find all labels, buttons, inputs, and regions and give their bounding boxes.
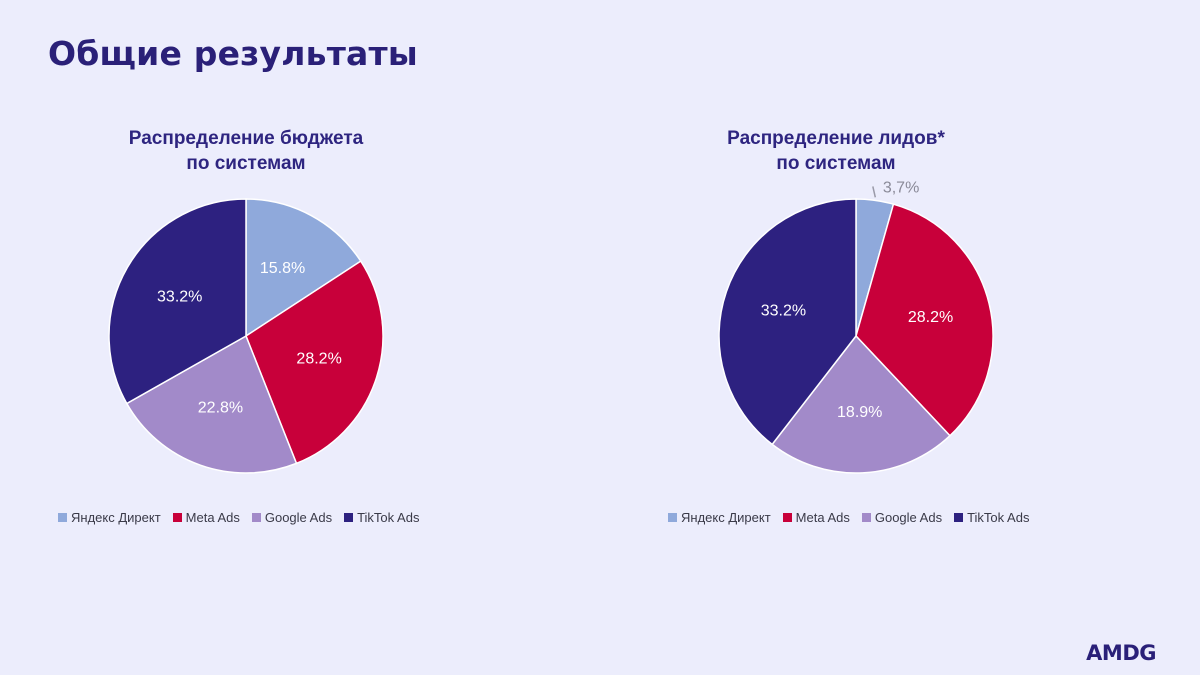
leads-chart-legend: Яндекс Директ Meta Ads Google Ads TikTok Ad… (668, 510, 1029, 525)
budget-slice-yandex-direct (245, 198, 362, 338)
leads-label-meta-ads: 28.2% (908, 309, 953, 326)
leads-chart-title-line-2: по системам (776, 153, 896, 174)
budget-chart-legend: Яндекс Директ Meta Ads Google Ads TikTok Ad… (58, 510, 419, 525)
leads-legend-label-google-ads: Google Ads (874, 510, 943, 525)
budget-slice-google-ads (125, 334, 298, 474)
leads-chart-title-line-1: Распределение лидов* (727, 128, 945, 149)
leads-legend-item-yandex-direct: Яндекс Директ (668, 510, 771, 525)
leads-legend-swatch-tiktok-ads (954, 513, 964, 522)
budget-legend-swatch-tiktok-ads (344, 513, 354, 522)
leads-slice-meta-ads (855, 203, 994, 437)
budget-label-yandex-direct: 15.8% (260, 260, 305, 277)
budget-label-meta-ads: 28.2% (296, 350, 341, 367)
leads-legend-swatch-yandex-direct (668, 513, 677, 522)
budget-label-google-ads: 22.8% (198, 400, 243, 417)
leads-slice-tiktok-ads (718, 198, 857, 446)
leads-label-google-ads: 18.9% (837, 404, 882, 421)
budget-legend-label-meta-ads: Meta Ads (185, 510, 240, 525)
leads-legend-item-meta-ads: Meta Ads (782, 510, 850, 525)
budget-chart-title-line-2: по системам (186, 153, 306, 174)
budget-legend-item-tiktok-ads: TikTok Ads (344, 510, 419, 525)
amdg-logo: AMDG (1086, 641, 1156, 665)
budget-legend-label-google-ads: Google Ads (264, 510, 333, 525)
leads-legend-label-yandex-direct: Яндекс Директ (681, 510, 771, 525)
budget-slice-meta-ads (245, 260, 384, 465)
leads-leader-line-yandex-direct (872, 186, 877, 198)
budget-label-tiktok-ads: 33.2% (157, 289, 202, 306)
budget-legend-item-yandex-direct: Яндекс Директ (58, 510, 161, 525)
budget-chart-title: Распределение бюджета по системам (96, 126, 396, 176)
leads-pie-chart: 3,7% 28.2% 18.9% 33.2% (718, 180, 994, 474)
leads-legend-label-meta-ads: Meta Ads (795, 510, 850, 525)
leads-legend-label-tiktok-ads: TikTok Ads (967, 510, 1030, 525)
leads-label-tiktok-ads: 33.2% (761, 302, 806, 319)
budget-legend-item-google-ads: Google Ads (251, 510, 333, 525)
budget-legend-item-meta-ads: Meta Ads (172, 510, 240, 525)
budget-chart-title-line-1: Распределение бюджета (128, 128, 364, 149)
leads-chart-title: Распределение лидов* по системам (686, 126, 986, 176)
budget-legend-swatch-meta-ads (172, 513, 182, 522)
budget-slice-tiktok-ads (108, 198, 247, 405)
page-title: Общие результаты (48, 34, 418, 73)
leads-slice-google-ads (771, 334, 951, 474)
leads-legend-swatch-meta-ads (782, 513, 792, 522)
budget-legend-swatch-google-ads (251, 513, 261, 522)
leads-legend-item-google-ads: Google Ads (861, 510, 943, 525)
budget-legend-label-yandex-direct: Яндекс Директ (71, 510, 161, 525)
leads-legend-item-tiktok-ads: TikTok Ads (954, 510, 1029, 525)
leads-label-yandex-direct: 3,7% (883, 180, 919, 197)
leads-legend-swatch-google-ads (861, 513, 871, 522)
budget-pie-chart: 15.8% 28.2% 22.8% 33.2% (108, 198, 384, 474)
budget-legend-label-tiktok-ads: TikTok Ads (357, 510, 420, 525)
budget-legend-swatch-yandex-direct (58, 513, 67, 522)
